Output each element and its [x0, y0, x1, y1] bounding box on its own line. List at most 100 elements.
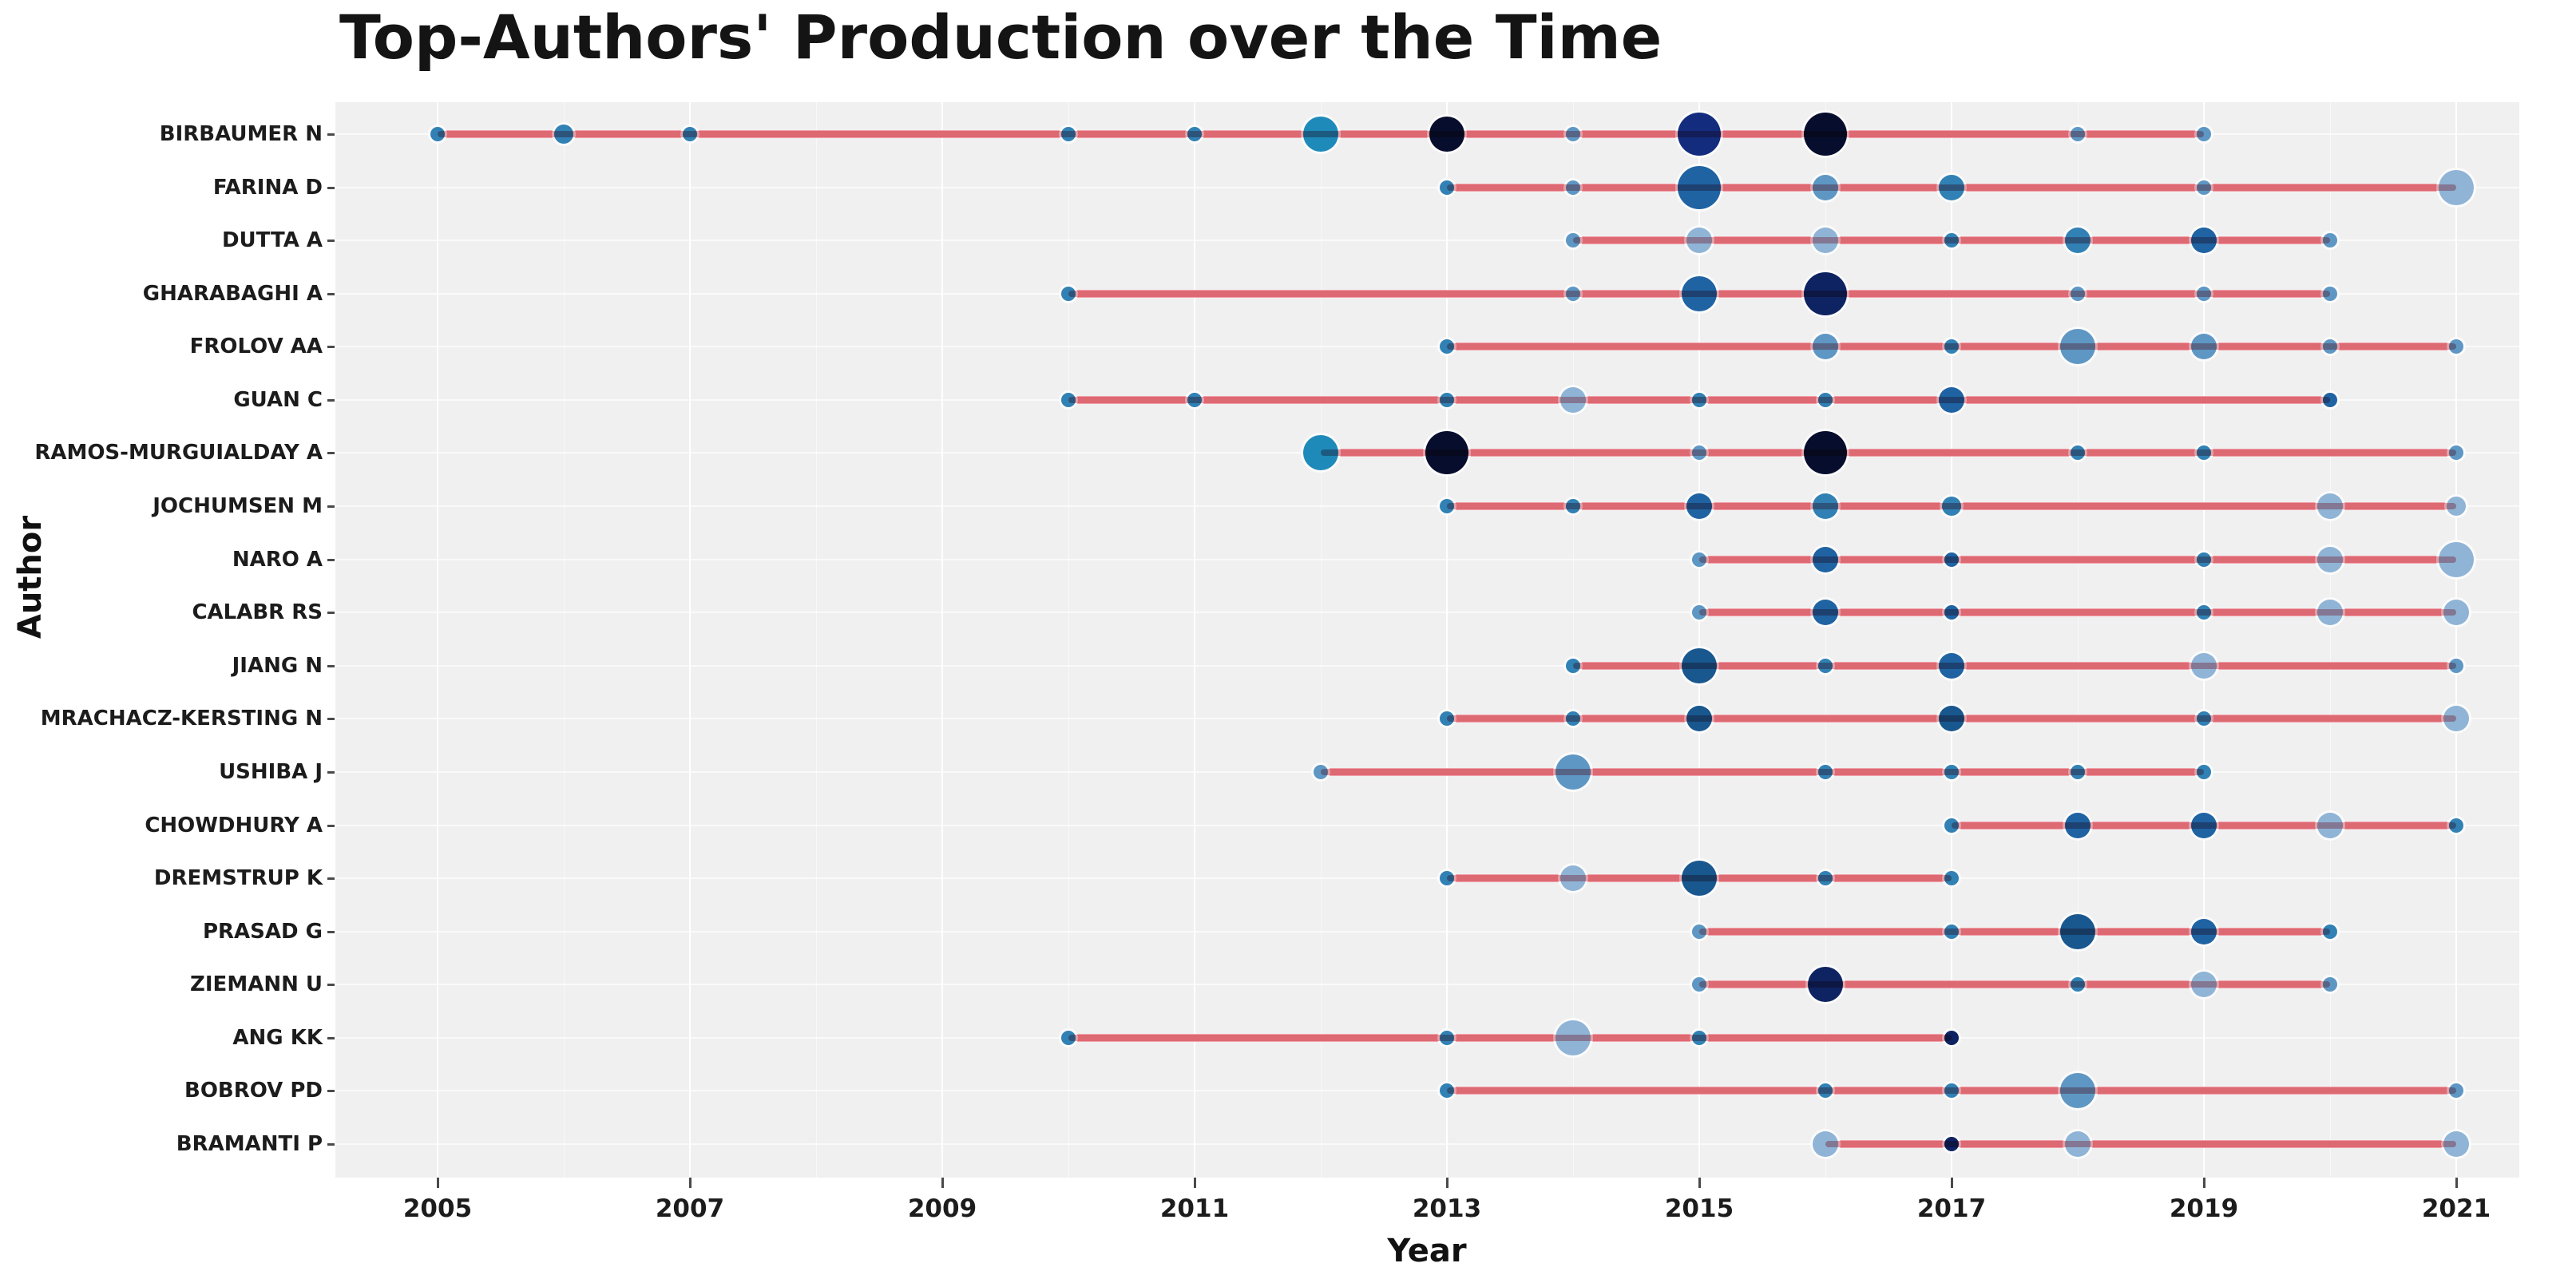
x-tick [1951, 1178, 1953, 1188]
data-point [2449, 339, 2463, 354]
author-label: MRACHACZ-KERSTING N [40, 707, 323, 731]
trend-line-overlay [1699, 609, 2456, 616]
author-label: CHOWDHURY A [145, 813, 323, 837]
data-point [2449, 818, 2463, 833]
trend-line-overlay [1447, 715, 2456, 723]
y-tick [327, 558, 335, 561]
y-tick [327, 824, 335, 827]
y-axis-label: Author [12, 515, 49, 639]
author-label: RAMOS-MURGUIALDAY A [34, 441, 323, 465]
author-label: USHIBA J [219, 759, 323, 784]
vertical-gridline [1194, 102, 1195, 1178]
trend-line-overlay [1321, 768, 2204, 775]
x-tick [2455, 1178, 2458, 1188]
trend-line-overlay [1825, 1141, 2456, 1148]
vertical-gridline-minor [1321, 102, 1322, 1178]
trend-line-overlay [1952, 822, 2456, 829]
x-tick-label: 2015 [1664, 1194, 1734, 1223]
y-tick [327, 346, 335, 349]
author-label: DUTTA A [221, 228, 323, 253]
x-tick [689, 1178, 692, 1188]
data-point [2323, 286, 2337, 301]
vertical-gridline-minor [816, 102, 817, 1178]
author-label: BRAMANTI P [176, 1132, 323, 1157]
vertical-gridline [1698, 102, 1700, 1178]
data-point [2449, 445, 2463, 461]
vertical-gridline [689, 102, 691, 1178]
author-label: ZIEMANN U [190, 972, 323, 997]
x-tick-label: 2019 [2169, 1194, 2239, 1223]
horizontal-gridline [335, 505, 2519, 508]
x-tick [941, 1178, 944, 1188]
x-tick-label: 2011 [1159, 1194, 1230, 1223]
trend-line-overlay [1068, 1034, 1952, 1041]
author-label: BOBROV PD [184, 1079, 323, 1103]
y-tick [327, 398, 335, 402]
horizontal-gridline [335, 346, 2519, 348]
trend-line-overlay [1447, 875, 1952, 882]
author-label: GHARABAGHI A [142, 281, 323, 306]
author-label: JOCHUMSEN M [153, 494, 323, 519]
data-point [1944, 871, 1959, 886]
data-point [2323, 392, 2337, 407]
y-tick [327, 1036, 335, 1039]
author-label: GUAN C [233, 387, 323, 412]
y-tick [327, 505, 335, 509]
x-tick-label: 2017 [1916, 1194, 1987, 1223]
author-label: JIANG N [232, 653, 323, 678]
vertical-gridline [2203, 102, 2205, 1178]
author-label: FARINA D [212, 175, 323, 200]
y-tick [327, 984, 335, 987]
y-tick [327, 930, 335, 933]
trend-line-overlay [1321, 449, 2456, 457]
trend-line-overlay [1068, 396, 2330, 403]
trend-line-overlay [1573, 662, 2456, 669]
vertical-gridline-minor [2330, 102, 2331, 1178]
author-label: BIRBAUMER N [159, 122, 323, 146]
vertical-gridline-minor [564, 102, 565, 1178]
trend-line-overlay [1447, 1087, 2456, 1095]
trend-line-overlay [1447, 343, 2456, 350]
x-axis-label: Year [1387, 1233, 1467, 1269]
author-label: FROLOV AA [189, 335, 323, 359]
y-tick [327, 240, 335, 243]
y-tick [327, 1143, 335, 1146]
horizontal-gridline [335, 240, 2519, 242]
author-label: ANG KK [232, 1025, 323, 1050]
horizontal-gridline [335, 824, 2519, 826]
trend-line-overlay [1068, 290, 2330, 297]
x-tick [1446, 1178, 1449, 1188]
y-tick [327, 133, 335, 136]
x-tick-label: 2021 [2421, 1194, 2491, 1223]
author-label: CALABR RS [192, 600, 323, 625]
horizontal-gridline [335, 718, 2519, 720]
y-tick [327, 877, 335, 881]
x-tick [1698, 1178, 1701, 1188]
x-tick [437, 1178, 439, 1188]
vertical-gridline [437, 102, 438, 1178]
y-tick [327, 1090, 335, 1093]
trend-line-overlay [1699, 928, 2330, 935]
author-label: NARO A [232, 547, 323, 572]
data-point [1944, 1030, 1959, 1045]
horizontal-gridline [335, 984, 2519, 986]
y-tick [327, 664, 335, 667]
vertical-gridline [1446, 102, 1448, 1178]
x-tick-label: 2005 [402, 1194, 473, 1223]
horizontal-gridline [335, 186, 2519, 188]
horizontal-gridline [335, 664, 2519, 667]
vertical-gridline [2455, 102, 2457, 1178]
plot-area [335, 102, 2519, 1178]
data-point [2449, 658, 2463, 673]
y-tick [327, 770, 335, 774]
y-tick [327, 612, 335, 615]
horizontal-gridline [335, 930, 2519, 932]
data-point [2197, 127, 2211, 141]
vertical-gridline-minor [1573, 102, 1574, 1178]
vertical-gridline-minor [2078, 102, 2079, 1178]
trend-line-overlay [1447, 503, 2456, 510]
author-label: PRASAD G [202, 919, 323, 944]
horizontal-gridline [335, 877, 2519, 880]
author-label: DREMSTRUP K [153, 866, 323, 891]
